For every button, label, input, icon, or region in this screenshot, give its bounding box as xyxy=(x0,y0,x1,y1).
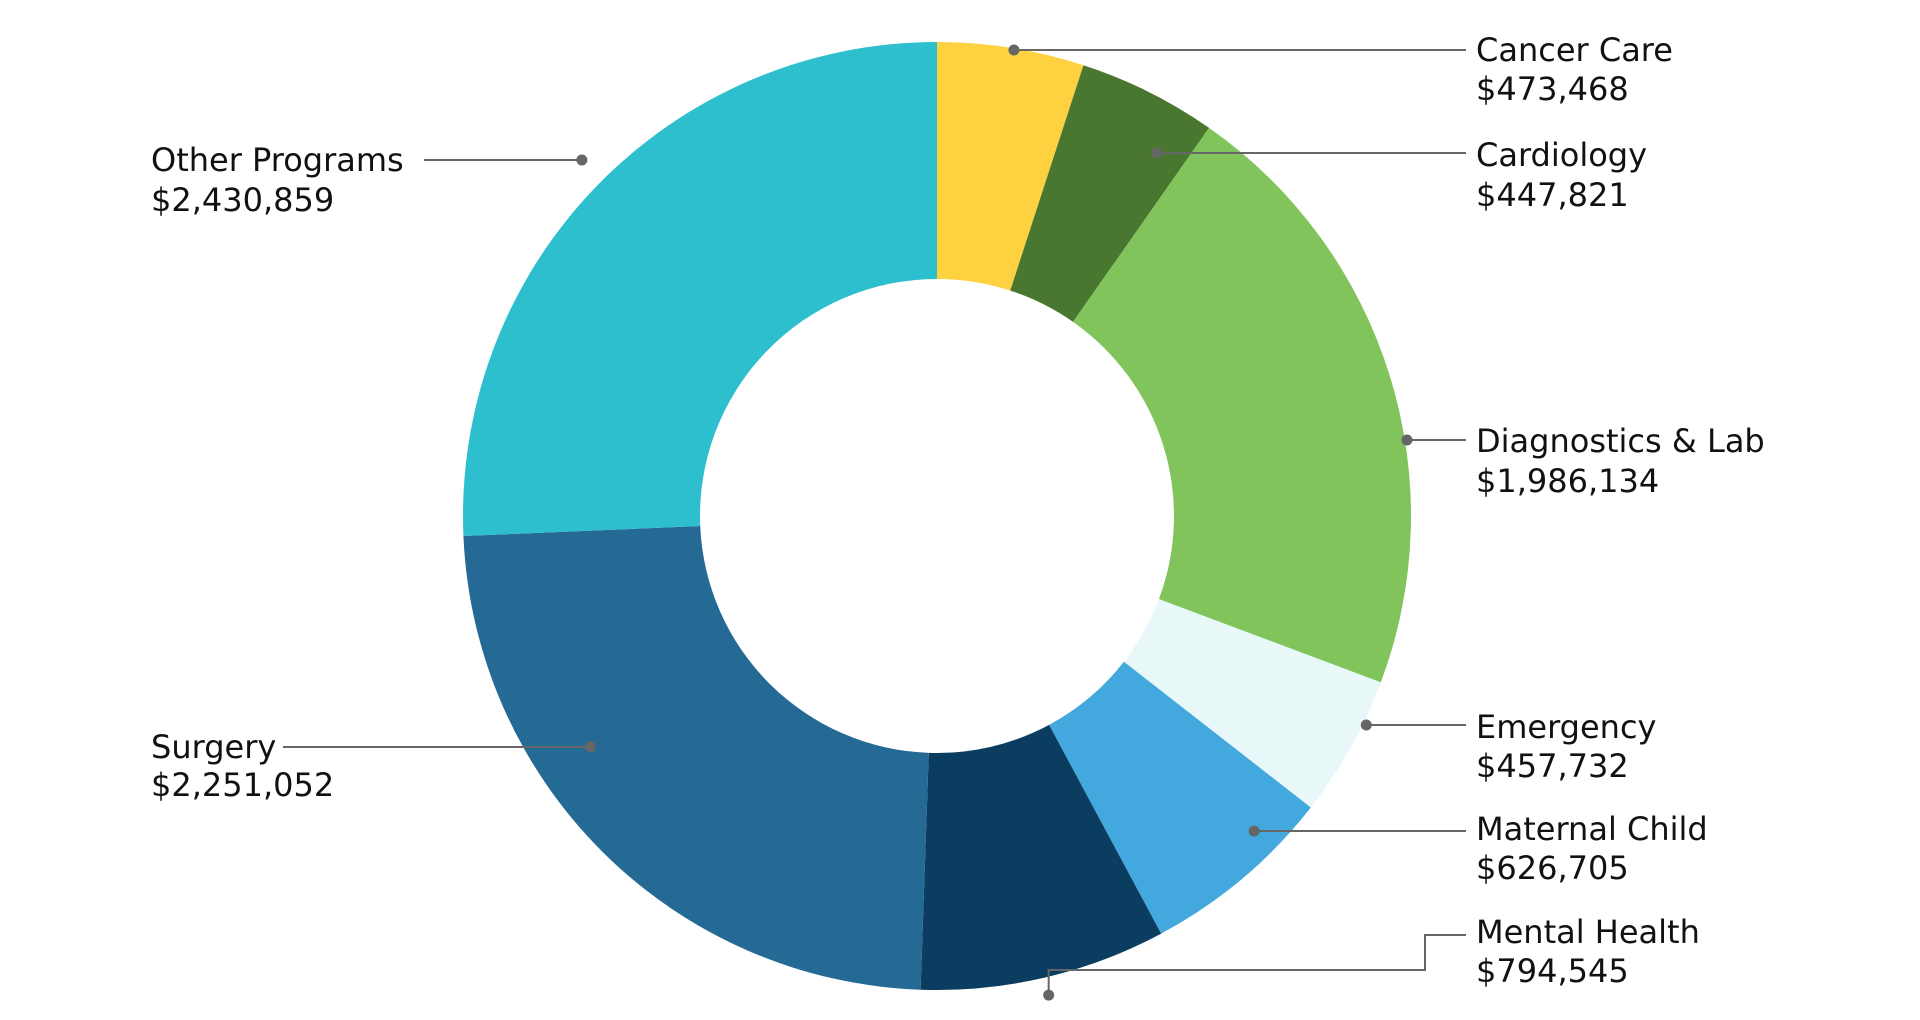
leader-dot-maternal-child xyxy=(1248,825,1260,837)
leader-dot-surgery xyxy=(584,741,596,753)
label-surgery: Surgery xyxy=(151,728,276,766)
value-cancer-care: $473,468 xyxy=(1476,70,1629,108)
slice-cancer-care xyxy=(937,42,1084,291)
value-other-programs: $2,430,859 xyxy=(151,181,334,219)
label-emergency: Emergency xyxy=(1476,708,1656,746)
value-diagnostics-and-lab: $1,986,134 xyxy=(1476,462,1659,500)
leader-dot-cardiology xyxy=(1151,147,1163,159)
value-surgery: $2,251,052 xyxy=(151,766,334,804)
slice-mental-health xyxy=(920,724,1162,991)
leader-dot-emergency xyxy=(1360,719,1372,731)
slice-surgery xyxy=(463,526,929,990)
leader-line-mental-health xyxy=(1047,934,1466,996)
slice-diagnostics-and-lab xyxy=(1073,127,1411,683)
label-other-programs: Other Programs xyxy=(151,141,404,179)
slice-other-programs xyxy=(463,41,937,537)
slice-maternal-child xyxy=(1049,661,1311,934)
value-maternal-child: $626,705 xyxy=(1476,849,1629,887)
label-diagnostics-and-lab: Diagnostics & Lab xyxy=(1476,422,1765,460)
label-maternal-child: Maternal Child xyxy=(1476,810,1708,848)
leader-dot-other-programs xyxy=(576,154,588,166)
value-cardiology: $447,821 xyxy=(1476,176,1629,214)
value-mental-health: $794,545 xyxy=(1476,952,1629,990)
label-mental-health: Mental Health xyxy=(1476,913,1700,951)
donut-slices xyxy=(463,41,1411,991)
slice-emergency xyxy=(1123,599,1381,808)
slice-cardiology xyxy=(1010,65,1210,322)
value-emergency: $457,732 xyxy=(1476,747,1629,785)
leader-dot-diagnostics-and-lab xyxy=(1401,434,1413,446)
leader-dot-cancer-care xyxy=(1008,44,1020,56)
leader-dot-mental-health xyxy=(1043,989,1055,1001)
slice-labels: Cancer Care$473,468 Cardiology$447,821 Dia… xyxy=(151,31,1765,1001)
label-cardiology: Cardiology xyxy=(1476,136,1647,174)
label-cancer-care: Cancer Care xyxy=(1476,31,1673,69)
